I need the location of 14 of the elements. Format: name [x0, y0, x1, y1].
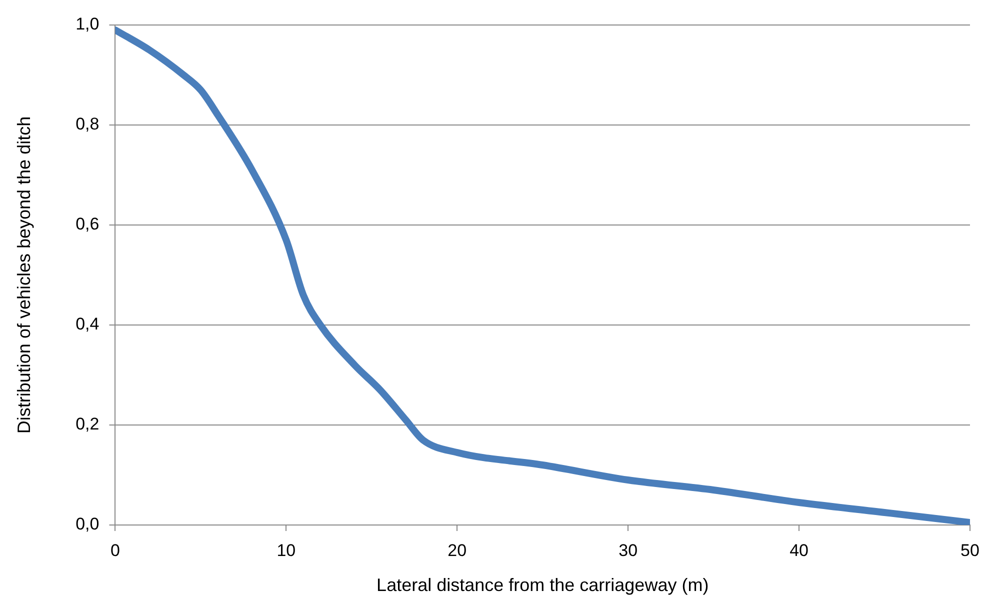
y-tick-label: 0,6: [76, 214, 100, 234]
y-tick-label: 0,0: [76, 514, 100, 534]
x-tick-label: 10: [276, 540, 296, 560]
y-tick-label: 0,8: [76, 114, 100, 134]
y-tick-label: 1,0: [76, 14, 100, 34]
x-tick-label: 30: [618, 540, 638, 560]
x-tick-label: 0: [110, 540, 120, 560]
x-axis-title: Lateral distance from the carriageway (m): [376, 575, 709, 596]
x-tick-label: 50: [960, 540, 980, 560]
x-tick-label: 40: [790, 540, 809, 560]
y-tick-label: 0,2: [76, 414, 100, 434]
y-axis-title: Distribution of vehicles beyond the ditch: [14, 116, 34, 434]
y-tick-label: 0,4: [76, 314, 100, 334]
x-tick-label: 20: [448, 540, 467, 560]
